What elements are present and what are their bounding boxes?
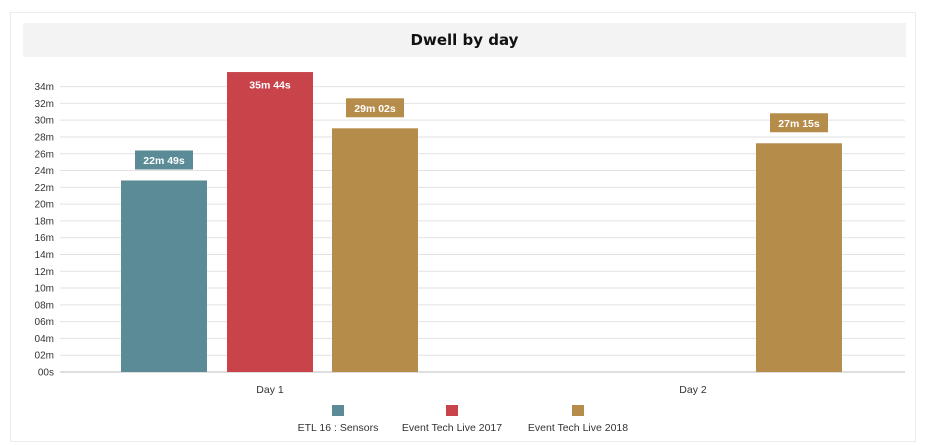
y-tick-label: 06m: [35, 317, 54, 328]
data-label: 22m 49s: [143, 155, 185, 167]
y-tick-label: 12m: [35, 267, 54, 278]
y-tick-label: 20m: [35, 200, 54, 211]
legend-swatch: [332, 405, 344, 416]
y-tick-label: 18m: [35, 216, 54, 227]
y-tick-label: 28m: [35, 132, 54, 143]
legend-swatch: [446, 405, 458, 416]
legend-swatch: [572, 405, 584, 416]
y-tick-label: 14m: [35, 250, 54, 261]
data-label: 29m 02s: [354, 103, 396, 115]
legend-label: Event Tech Live 2018: [528, 422, 628, 434]
bar: [227, 72, 313, 373]
data-label: 27m 15s: [778, 118, 820, 130]
y-tick-label: 22m: [35, 183, 54, 194]
legend-label: ETL 16 : Sensors: [298, 422, 379, 434]
data-label-box: [346, 98, 404, 118]
bar: [756, 143, 842, 372]
y-tick-label: 04m: [35, 334, 54, 345]
y-tick-label: 26m: [35, 149, 54, 160]
y-tick-label: 08m: [35, 300, 54, 311]
bar: [121, 180, 207, 372]
y-tick-label: 10m: [35, 284, 54, 295]
y-tick-label: 24m: [35, 166, 54, 177]
y-tick-label: 00s: [38, 368, 54, 379]
bar: [332, 128, 418, 372]
chart-title-bar: Dwell by day: [23, 23, 906, 57]
y-tick-label: 30m: [35, 116, 54, 127]
chart-title: Dwell by day: [410, 31, 519, 49]
legend-label: Event Tech Live 2017: [402, 422, 502, 434]
y-tick-label: 32m: [35, 99, 54, 110]
data-label-box: [135, 150, 193, 170]
data-label-box: [770, 113, 828, 133]
data-label: 35m 44s: [249, 80, 291, 92]
y-tick-label: 16m: [35, 233, 54, 244]
y-tick-label: 34m: [35, 82, 54, 93]
y-tick-label: 02m: [35, 351, 54, 362]
x-tick-label: Day 2: [679, 384, 707, 396]
x-tick-label: Day 1: [256, 384, 284, 396]
